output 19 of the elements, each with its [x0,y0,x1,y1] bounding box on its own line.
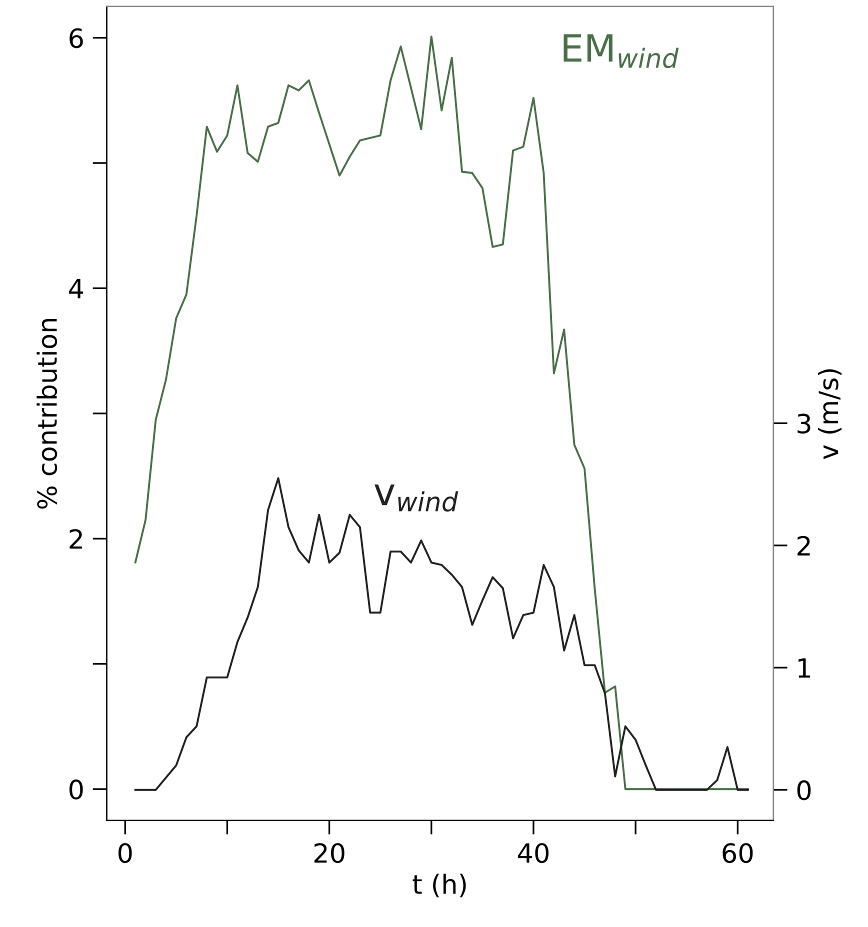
y-tick-label: 2 [70,529,82,549]
series-label: v$_{wind}$ [374,484,458,512]
y-tick-label: 6 [70,28,83,48]
x-axis-title: t (h) [412,874,466,898]
y-axis-title: % contribution [36,318,58,509]
y2-tick-label: 2 [798,536,810,556]
y-tick-label: 4 [69,279,84,298]
y2-axis-title: v (m/s) [818,369,842,460]
y2-tick-label: 3 [798,414,810,434]
line-series [134,36,749,790]
y-tick-label: 0 [69,780,83,800]
x-tick-label: 60 [722,843,753,864]
x-tick-label: 40 [518,843,549,864]
line-series [134,477,749,791]
x-tick-label: 20 [314,843,344,864]
y2-tick-label: 1 [798,658,810,678]
x-tick-label: 0 [118,843,132,864]
y2-tick-label: 0 [797,780,811,800]
series-label: EM$_{wind}$ [564,34,679,68]
